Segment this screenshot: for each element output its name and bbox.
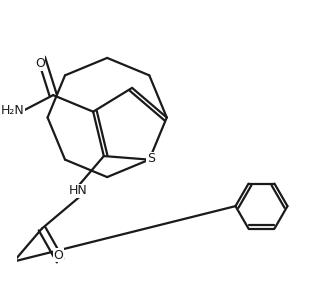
Text: O: O [35, 57, 45, 70]
Text: HN: HN [69, 184, 88, 197]
Text: S: S [147, 152, 155, 165]
Text: H₂N: H₂N [1, 104, 24, 117]
Text: O: O [53, 249, 64, 262]
